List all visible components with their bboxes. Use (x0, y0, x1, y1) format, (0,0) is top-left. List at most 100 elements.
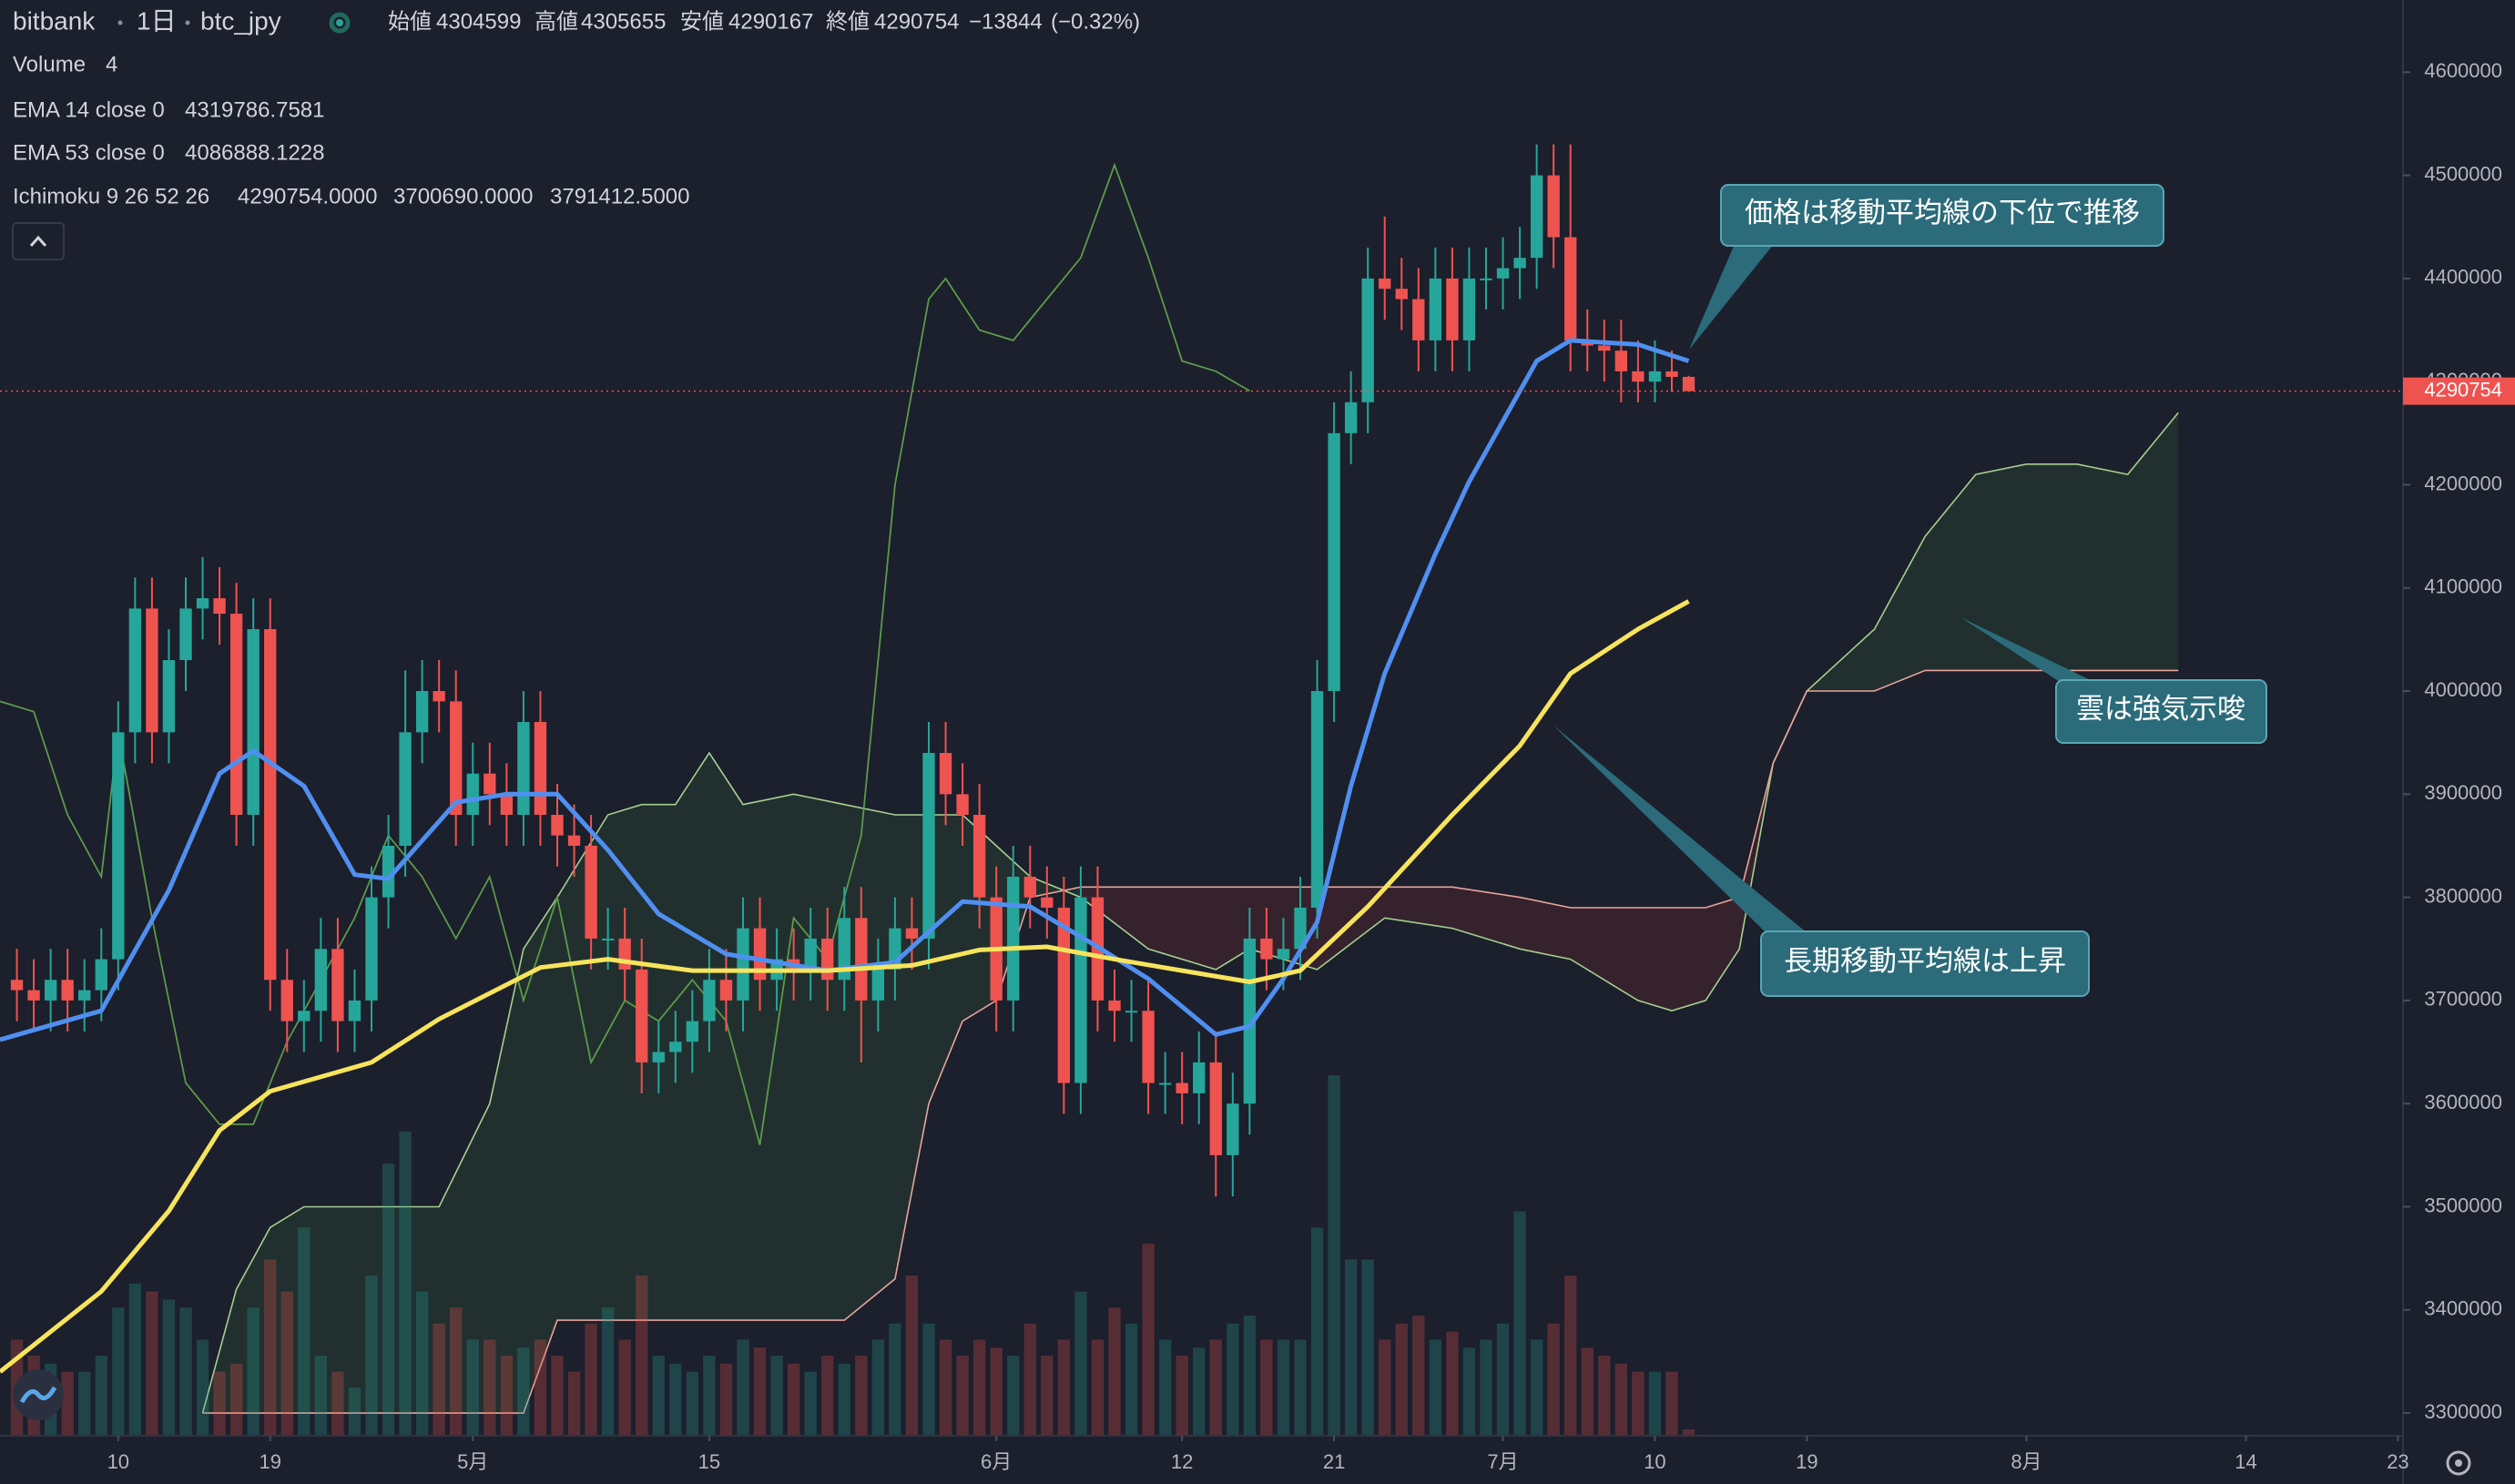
volume-bar (636, 1276, 648, 1436)
high-value: 4305655 (581, 9, 666, 34)
candle-body (855, 918, 868, 1001)
cloud-fill (743, 794, 794, 1321)
volume-bar (972, 1339, 986, 1436)
x-tick-label: 10 (1644, 1450, 1665, 1473)
candle-body (956, 794, 969, 815)
candle-body (517, 722, 530, 815)
cloud-fill (2127, 412, 2179, 671)
candle-body (365, 897, 378, 1001)
candle-body (1193, 1062, 1206, 1093)
ema-legend[interactable]: EMA 14 close 0 (13, 97, 165, 122)
candle-body (1176, 1083, 1188, 1093)
x-tick-label: 19 (1796, 1450, 1818, 1473)
candle-body (1142, 1011, 1155, 1083)
callout-box (1760, 930, 2090, 997)
y-tick-label: 4400000 (2424, 266, 2502, 289)
candle-body (1310, 691, 1324, 908)
logo[interactable] (13, 1369, 64, 1420)
candle-body (112, 732, 125, 960)
volume-bar (770, 1356, 783, 1436)
candle-body (534, 722, 547, 815)
volume-bar (1158, 1339, 1172, 1436)
volume-bar (1277, 1339, 1290, 1436)
candle-body (753, 928, 767, 981)
candle-body (737, 928, 749, 1001)
candle-body (399, 732, 412, 846)
y-tick-label: 3500000 (2424, 1194, 2502, 1216)
ichimoku-legend[interactable]: Ichimoku 9 26 52 26 (13, 184, 209, 208)
collapse-button[interactable] (12, 222, 65, 260)
volume-bar (78, 1371, 91, 1436)
candle-body (331, 949, 344, 1022)
volume-bar (298, 1227, 311, 1436)
cloud-fill (523, 897, 557, 1414)
candle-body (450, 701, 463, 815)
y-tick-label: 3800000 (2424, 884, 2502, 907)
candle-body (1108, 1000, 1121, 1011)
change-percent: (−0.32%) (1051, 9, 1140, 34)
candle-body (146, 608, 158, 733)
volume-bar (450, 1307, 463, 1436)
market-status-dot (336, 19, 343, 26)
volume-bar (551, 1356, 564, 1436)
volume-bar (686, 1371, 699, 1436)
volume-bar (1041, 1356, 1054, 1436)
volume-bar (280, 1291, 293, 1436)
candle-body (1209, 1062, 1222, 1155)
volume-bar (128, 1283, 142, 1436)
settings[interactable] (2446, 1450, 2471, 1476)
interval: 1日 (137, 6, 177, 35)
candle-body (1547, 175, 1560, 238)
candle-body (1074, 897, 1087, 1083)
candle-body (669, 1042, 682, 1052)
candle-body (1446, 278, 1459, 341)
y-tick-label: 4200000 (2424, 472, 2502, 494)
change: −13844 (969, 9, 1043, 34)
candle-body (1564, 237, 1577, 341)
candle-body (1041, 897, 1054, 908)
candle-body (1294, 907, 1307, 950)
candle-body (1462, 278, 1476, 341)
volume-bar (399, 1131, 412, 1436)
candle-body (1125, 1011, 1138, 1013)
volume-bar (804, 1371, 817, 1436)
market-status[interactable] (329, 12, 351, 34)
candle-body (567, 835, 581, 846)
callout-pointer (1553, 725, 1807, 933)
candle-body (348, 1000, 361, 1022)
open-label: 始値 (388, 9, 432, 34)
candle-body (1632, 371, 1644, 382)
candle-body (1513, 258, 1526, 269)
volume-legend[interactable]: Volume (13, 52, 86, 76)
volume-bar (1412, 1316, 1425, 1436)
volume-bar (922, 1323, 935, 1436)
volume-bar (382, 1163, 395, 1436)
candle-body (1648, 371, 1662, 382)
ema-legend-value: 4319786.7581 (185, 97, 325, 122)
logo-mark (19, 1386, 57, 1404)
volume-bar (889, 1323, 901, 1436)
candle-body (636, 969, 648, 1062)
candle-body (1007, 876, 1020, 1001)
candle-body (162, 660, 176, 733)
candle-body (78, 990, 91, 1001)
volume-bar (1007, 1356, 1020, 1436)
volume-bar (1648, 1371, 1662, 1436)
volume-bar (956, 1356, 969, 1436)
x-tick-label: 8月 (2011, 1450, 2042, 1473)
candle-body (213, 598, 226, 615)
close-value: 4290754 (874, 9, 959, 34)
candle-body (1277, 949, 1290, 960)
candle-body (821, 938, 834, 981)
candle-body (618, 938, 631, 970)
ema-legend[interactable]: EMA 53 close 0 (13, 140, 165, 165)
symbol: btc_jpy (200, 6, 281, 35)
candle-body (972, 814, 986, 898)
separator (185, 20, 190, 25)
cloud-fill (1925, 474, 1976, 671)
candle-body (484, 773, 496, 795)
volume-bar (1260, 1339, 1273, 1436)
volume-bar (1379, 1339, 1391, 1436)
volume-bar (855, 1356, 868, 1436)
candle-body (179, 608, 192, 661)
